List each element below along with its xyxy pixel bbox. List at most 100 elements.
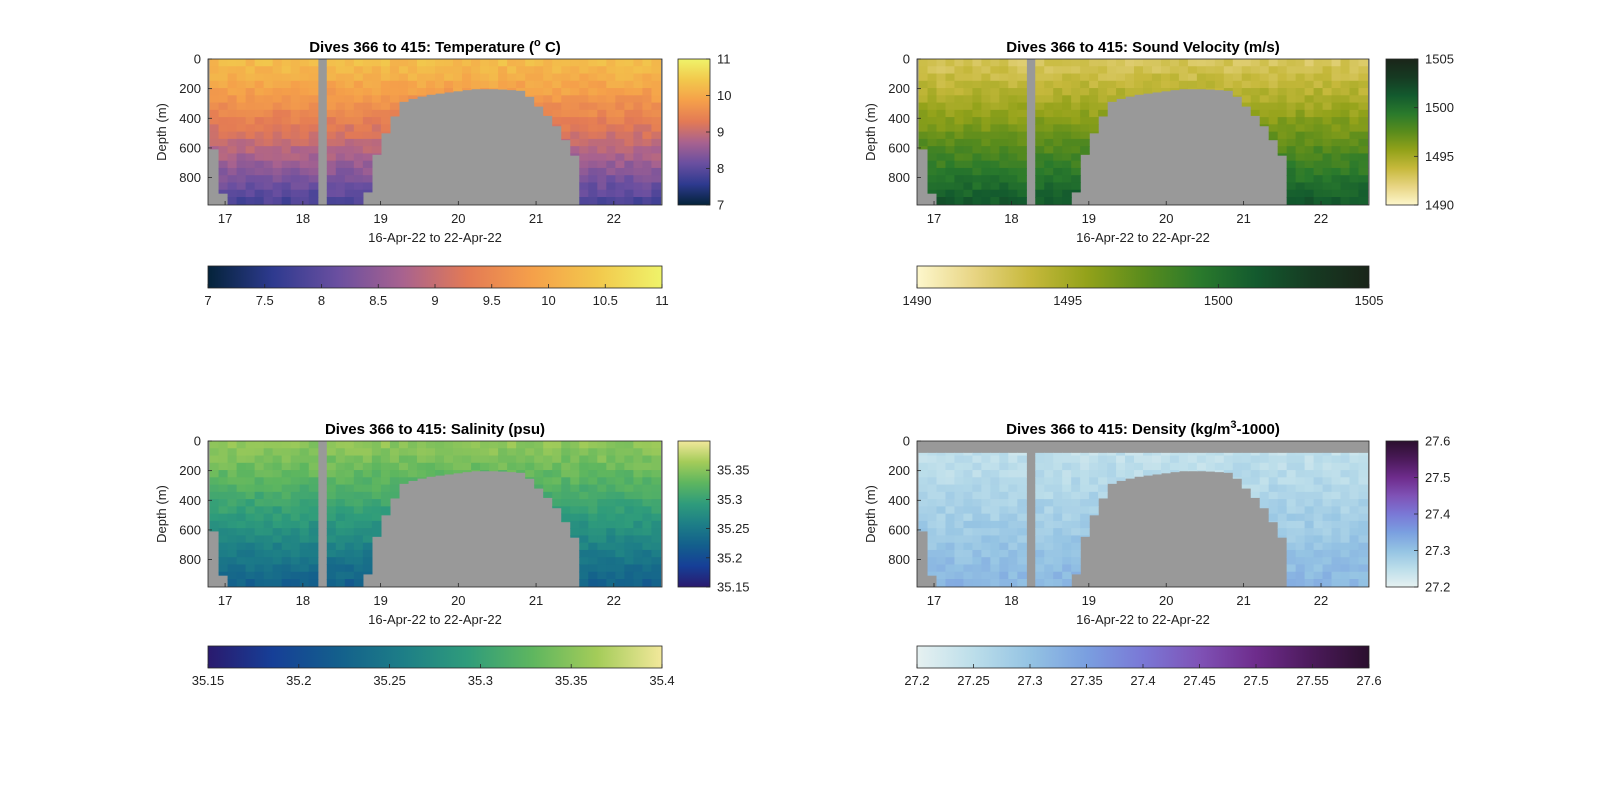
heatmap-cell [1017,117,1027,125]
heatmap-cell [371,535,382,537]
heatmap-cell [633,571,644,580]
heatmap-cell [1178,455,1189,464]
heatmap-cell [1358,462,1369,471]
heatmap-cell [1017,452,1027,457]
heatmap-cell [927,182,938,191]
heatmap-cell [1286,102,1297,111]
vertical-colorbar-label: 35.3 [717,492,742,507]
heatmap-cell [1062,167,1072,176]
heatmap-cell [1071,557,1081,566]
heatmap-cell [1358,520,1369,529]
heatmap-cell [1277,138,1288,147]
heatmap-cell [1098,470,1108,478]
heatmap-cell [272,175,283,184]
heatmap-cell [498,470,508,472]
heatmap-cell [344,470,355,478]
heatmap-cell [281,506,292,515]
heatmap-cell [344,138,355,147]
heatmap-cell [981,506,991,515]
heatmap-cell [263,153,274,162]
heatmap-cell [516,441,526,449]
heatmap-cell [624,571,634,580]
heatmap-cell [1160,80,1171,89]
heatmap-cell [945,571,956,580]
heatmap-cell [389,59,400,67]
heatmap-cell [1017,175,1027,184]
heatmap-cell [588,455,598,464]
heatmap-cell [254,491,265,500]
heatmap-cell [525,462,535,471]
x-axis-label: 16-Apr-22 to 22-Apr-22 [1076,612,1210,627]
heatmap-cell [1071,542,1081,551]
heatmap-cell [1017,124,1027,133]
heatmap-cell [1304,535,1315,544]
heatmap-cell [945,564,956,573]
heatmap-cell [1053,549,1063,558]
heatmap-cell [918,491,929,500]
heatmap-cell [407,73,418,82]
heatmap-cell [326,189,337,198]
heatmap-cell [1178,80,1189,89]
heatmap-cell [570,441,580,449]
heatmap-cell [1286,160,1297,169]
heatmap-cell [1008,124,1018,133]
heatmap-cell [1053,95,1063,104]
y-tick-label: 800 [888,552,910,567]
heatmap-cell [936,477,947,486]
heatmap-cell [353,88,364,96]
heatmap-cell [1089,499,1099,507]
heatmap-cell [462,80,472,89]
heatmap-cell [326,506,337,515]
heatmap-cell [543,477,553,486]
heatmap-cell [597,528,607,537]
heatmap-cell [1187,470,1198,472]
heatmap-cell [624,59,634,67]
heatmap-cell [963,535,974,544]
heatmap-cell [1107,95,1117,102]
heatmap-cell [642,506,653,515]
heatmap-cell [972,520,982,529]
heatmap-cell [1340,520,1351,529]
heatmap-cell [1304,102,1315,111]
heatmap-cell [326,564,337,573]
heatmap-cell [624,564,634,573]
horizontal-colorbar-label: 27.3 [1017,673,1042,688]
heatmap-cell [999,513,1009,522]
heatmap-cell [263,167,274,176]
heatmap-cell [1250,102,1261,111]
heatmap-cell [1187,455,1198,464]
heatmap-cell [444,73,454,82]
heatmap-cell [425,455,436,464]
heatmap-cell [642,153,653,162]
heatmap-cell [507,88,517,91]
heatmap-cell [263,441,274,449]
heatmap-cell [1250,109,1261,116]
heatmap-cell [281,470,292,478]
heatmap-cell [1062,95,1072,104]
heatmap-cell [1331,564,1342,573]
heatmap-cell [936,557,947,566]
heatmap-cell [1295,66,1306,75]
heatmap-cell [272,66,283,75]
heatmap-cell [245,59,256,67]
heatmap-cell [963,167,974,176]
heatmap-cell [1071,528,1081,537]
heatmap-cell [561,499,571,507]
heatmap-cell [227,73,238,82]
heatmap-cell [1241,462,1252,471]
heatmap-cell [1044,491,1054,500]
heatmap-cell [1313,124,1324,133]
heatmap-cell [954,131,965,140]
heatmap-cell [1295,117,1306,125]
heatmap-cell [362,462,373,471]
heatmap-cell [1313,520,1324,529]
heatmap-cell [642,138,653,147]
heatmap-cell [954,138,965,147]
heatmap-cell [1044,189,1054,198]
heatmap-cell [290,138,301,147]
heatmap-cell [651,138,662,147]
heatmap-cell [1008,520,1018,529]
heatmap-cell [570,455,580,464]
heatmap-cell [1107,477,1117,484]
heatmap-cell [1143,80,1153,89]
